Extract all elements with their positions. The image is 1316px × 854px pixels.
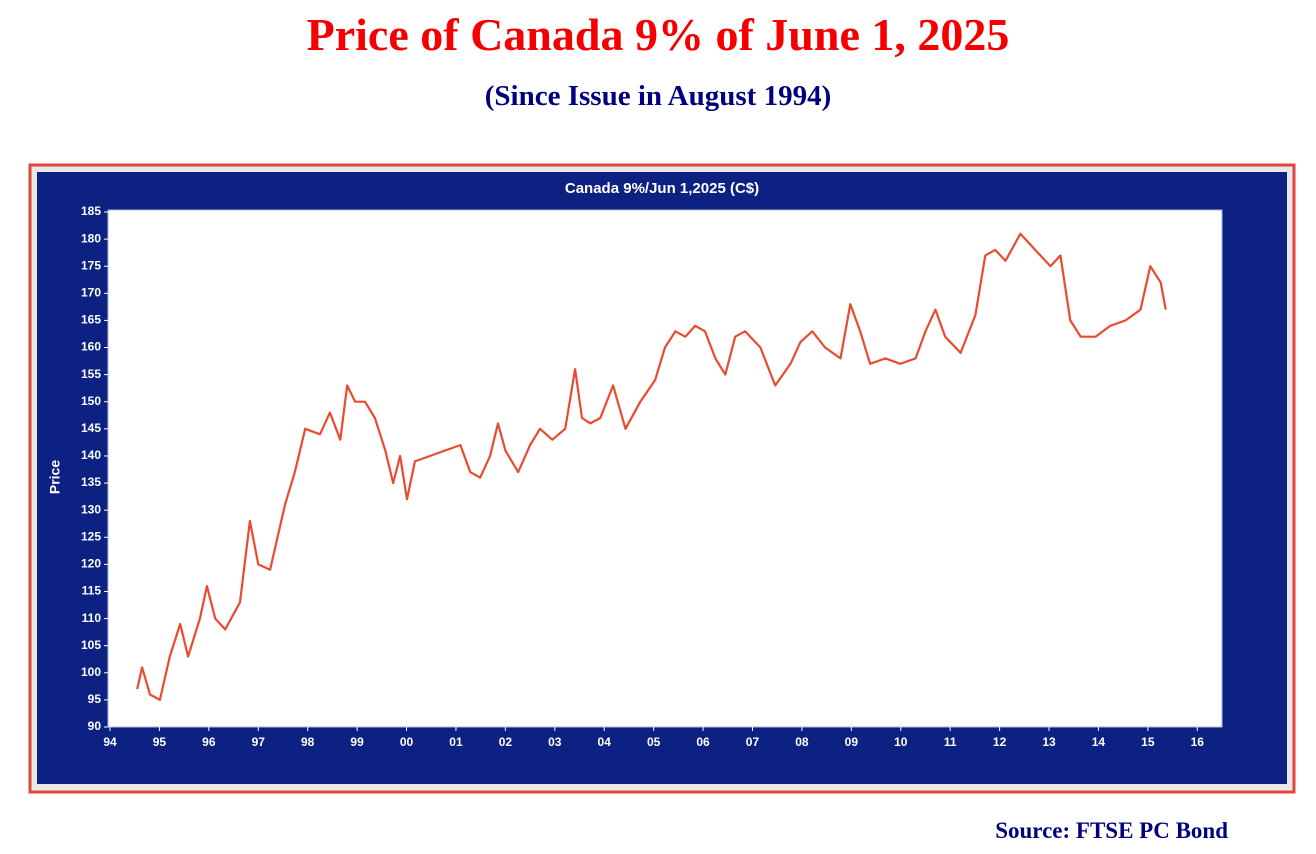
y-tick-label: 140 [81, 448, 101, 462]
y-tick-label: 150 [81, 394, 101, 408]
x-tick-label: 00 [400, 735, 414, 749]
x-tick-label: 99 [350, 735, 364, 749]
y-tick-label: 135 [81, 475, 101, 489]
x-tick-label: 04 [598, 735, 612, 749]
x-tick-label: 12 [993, 735, 1007, 749]
y-tick-label: 185 [81, 204, 101, 218]
x-tick-label: 15 [1141, 735, 1155, 749]
y-tick-label: 175 [81, 258, 101, 272]
x-tick-label: 02 [499, 735, 513, 749]
y-tick-label: 120 [81, 557, 101, 571]
y-tick-label: 145 [81, 421, 101, 435]
y-axis-label: Price [47, 460, 63, 494]
x-tick-label: 06 [696, 735, 710, 749]
x-tick-label: 98 [301, 735, 315, 749]
chart: Canada 9%/Jun 1,2025 (C$) Price 90951001… [28, 163, 1296, 794]
y-tick-label: 100 [81, 665, 101, 679]
x-tick-label: 07 [746, 735, 760, 749]
x-tick-label: 13 [1042, 735, 1056, 749]
page-subtitle: (Since Issue in August 1994) [484, 80, 832, 112]
x-tick-label: 10 [894, 735, 908, 749]
y-tick-label: 180 [81, 231, 101, 245]
x-tick-label: 09 [845, 735, 859, 749]
x-tick-label: 96 [202, 735, 216, 749]
source-note: Source: FTSE PC Bond [995, 818, 1228, 843]
y-tick-label: 125 [81, 529, 101, 543]
y-tick-label: 110 [82, 611, 102, 625]
x-tick-label: 05 [647, 735, 661, 749]
y-tick-label: 105 [81, 638, 101, 652]
y-tick-label: 95 [88, 692, 102, 706]
x-tick-label: 95 [153, 735, 167, 749]
x-tick-label: 94 [103, 735, 117, 749]
x-tick-label: 16 [1191, 735, 1205, 749]
x-tick-label: 14 [1092, 735, 1106, 749]
x-tick-label: 97 [252, 735, 266, 749]
y-tick-label: 130 [81, 502, 101, 516]
y-tick-label: 155 [81, 367, 101, 381]
page-title: Price of Canada 9% of June 1, 2025 [306, 9, 1010, 60]
price-line [136, 232, 1167, 701]
x-tick-label: 01 [449, 735, 463, 749]
y-tick-label: 165 [81, 313, 101, 327]
chart-title: Canada 9%/Jun 1,2025 (C$) [565, 180, 759, 197]
y-tick-label: 115 [82, 584, 102, 598]
y-tick-label: 170 [81, 285, 101, 299]
x-tick-label: 03 [548, 735, 562, 749]
y-tick-label: 90 [88, 719, 102, 733]
x-tick-label: 08 [795, 735, 809, 749]
plot-area [107, 209, 1223, 728]
y-tick-label: 160 [81, 340, 101, 354]
x-tick-label: 11 [944, 735, 957, 749]
